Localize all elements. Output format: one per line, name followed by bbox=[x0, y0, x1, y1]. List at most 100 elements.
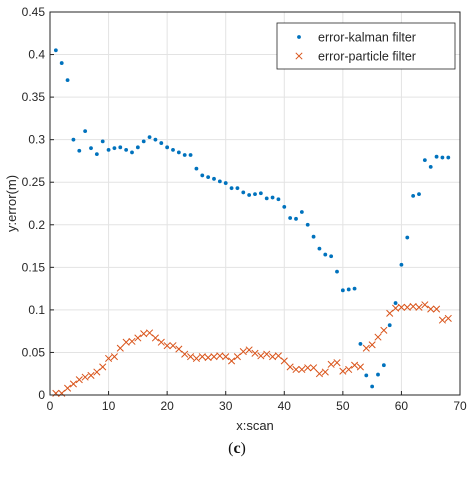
particle-point bbox=[222, 353, 230, 361]
particle-point bbox=[93, 368, 101, 376]
kalman-point bbox=[335, 269, 339, 274]
particle-point bbox=[298, 365, 306, 374]
kalman-point bbox=[71, 137, 76, 142]
kalman-point bbox=[247, 193, 252, 197]
x-marker-stroke bbox=[392, 304, 400, 312]
particle-point bbox=[292, 365, 300, 374]
kalman-point bbox=[305, 222, 310, 227]
particle-point bbox=[386, 309, 394, 317]
particle-point bbox=[403, 303, 411, 311]
particle-point bbox=[228, 357, 236, 365]
legend-x-marker bbox=[295, 52, 303, 60]
x-marker-stroke bbox=[163, 342, 171, 350]
kalman-point bbox=[270, 195, 275, 200]
legend-box bbox=[276, 22, 456, 70]
y-tick-label: 0.1 bbox=[28, 303, 45, 317]
kalman-point bbox=[176, 150, 181, 155]
x-marker-stroke bbox=[327, 360, 335, 368]
particle-point bbox=[75, 376, 83, 384]
x-marker-stroke bbox=[228, 357, 236, 365]
kalman-point bbox=[130, 150, 134, 155]
particle-point bbox=[69, 380, 77, 388]
kalman-point bbox=[147, 135, 152, 140]
legend-label-particle: error-particle filter bbox=[318, 50, 416, 64]
x-marker-stroke bbox=[93, 368, 101, 376]
plot-border bbox=[49, 11, 461, 396]
y-tick-label: 0.15 bbox=[22, 260, 46, 274]
particle-point bbox=[157, 338, 165, 346]
kalman-point bbox=[294, 216, 298, 221]
x-marker-stroke bbox=[187, 353, 195, 361]
x-marker-stroke bbox=[151, 334, 159, 342]
particle-point bbox=[257, 352, 265, 360]
kalman-point bbox=[188, 153, 193, 157]
kalman-point bbox=[135, 145, 140, 150]
kalman-point bbox=[323, 252, 328, 257]
legend-marker-kalman bbox=[297, 35, 301, 39]
x-marker-stroke bbox=[122, 338, 130, 346]
x-tick-label: 10 bbox=[102, 399, 116, 413]
x-marker-stroke bbox=[134, 334, 142, 342]
kalman-point bbox=[65, 78, 70, 82]
kalman-point bbox=[346, 287, 351, 292]
particle-point bbox=[192, 354, 200, 362]
kalman-point bbox=[94, 152, 99, 157]
particle-point bbox=[81, 373, 89, 381]
x-marker-stroke bbox=[368, 341, 376, 349]
x-marker-stroke bbox=[210, 353, 218, 361]
caption-close: ) bbox=[240, 440, 246, 457]
particle-point bbox=[286, 363, 294, 371]
x-marker-stroke bbox=[374, 333, 382, 341]
particle-point bbox=[204, 353, 212, 362]
particle-point bbox=[415, 303, 423, 311]
kalman-point bbox=[299, 210, 304, 214]
kalman-point bbox=[276, 197, 281, 202]
x-marker-stroke bbox=[198, 353, 206, 361]
particle-point bbox=[87, 371, 95, 379]
kalman-point bbox=[264, 196, 269, 201]
x-marker-stroke bbox=[87, 371, 95, 379]
kalman-point bbox=[212, 176, 216, 181]
figure-caption: (c) bbox=[0, 440, 474, 458]
x-marker-stroke bbox=[292, 365, 300, 374]
x-marker-stroke bbox=[251, 349, 259, 357]
x-marker-stroke bbox=[257, 352, 265, 360]
kalman-point bbox=[171, 147, 175, 152]
particle-point bbox=[187, 353, 195, 361]
particle-point bbox=[368, 341, 376, 349]
kalman-point bbox=[59, 61, 64, 65]
x-marker-stroke bbox=[128, 337, 136, 345]
x-marker-stroke bbox=[233, 353, 241, 361]
kalman-point bbox=[440, 155, 445, 160]
particle-point bbox=[175, 345, 183, 353]
x-marker-stroke bbox=[403, 303, 411, 311]
particle-point bbox=[392, 304, 400, 312]
x-marker-stroke bbox=[315, 370, 323, 378]
particle-point bbox=[321, 368, 329, 376]
particle-point bbox=[169, 342, 177, 350]
x-marker-stroke bbox=[69, 380, 77, 388]
kalman-point bbox=[159, 141, 164, 145]
x-marker-stroke bbox=[339, 367, 347, 375]
kalman-point bbox=[253, 192, 257, 197]
x-tick-label: 40 bbox=[278, 399, 292, 413]
kalman-point bbox=[282, 205, 287, 209]
x-tick-label: 60 bbox=[395, 399, 409, 413]
kalman-point bbox=[206, 175, 211, 180]
particle-point bbox=[233, 353, 241, 361]
axes: 0 10 20 30 40 50 60 70 0 0.05 0.1 0.15 0.2 0.25 0.3 0.3… bbox=[22, 5, 467, 413]
kalman-point bbox=[411, 193, 416, 198]
x-marker-stroke bbox=[298, 365, 306, 374]
kalman-point bbox=[422, 158, 427, 162]
x-marker-stroke bbox=[216, 352, 224, 360]
particle-point bbox=[181, 350, 189, 358]
particle-point bbox=[116, 344, 124, 352]
y-tick-label: 0.3 bbox=[28, 133, 45, 147]
x-marker-stroke bbox=[286, 363, 294, 371]
x-marker-stroke bbox=[444, 314, 452, 322]
particle-point bbox=[280, 357, 288, 365]
kalman-point bbox=[393, 301, 398, 305]
x-marker-stroke bbox=[269, 353, 277, 361]
x-marker-stroke bbox=[345, 365, 353, 374]
particle-point bbox=[438, 316, 446, 324]
